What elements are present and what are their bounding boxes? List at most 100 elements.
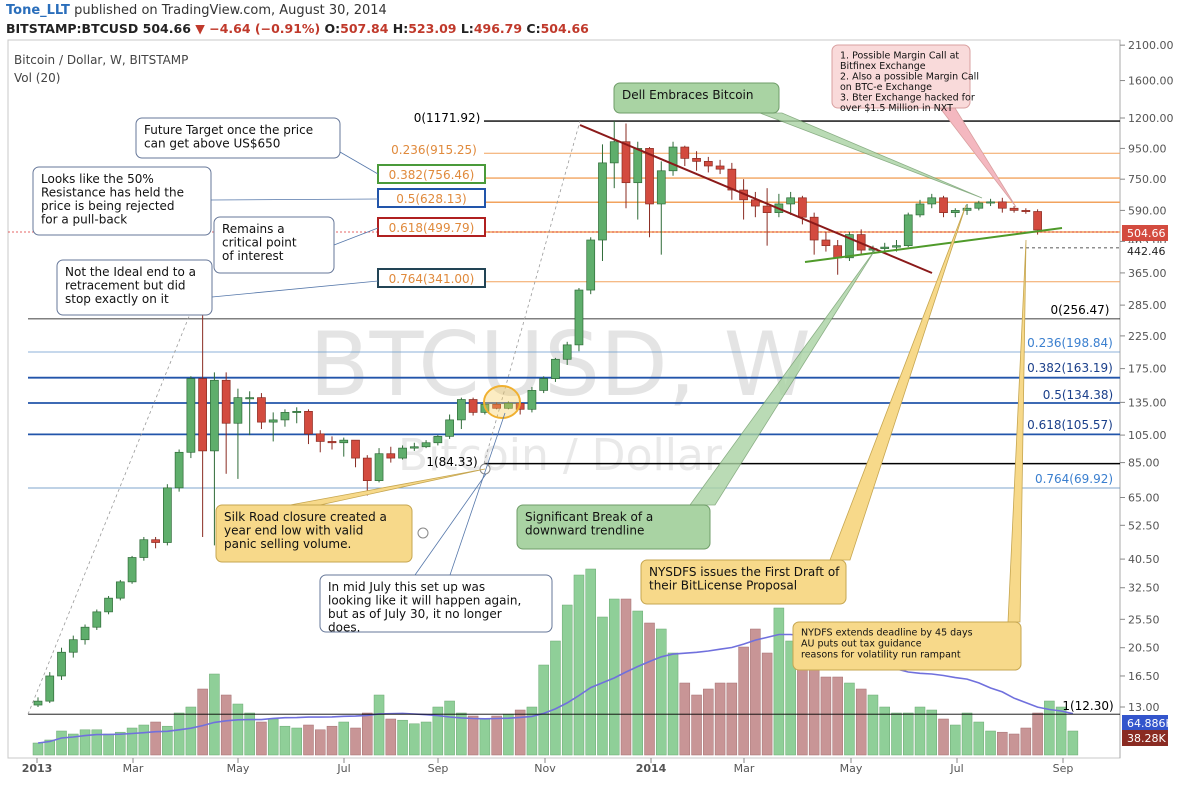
volume-bar [420, 721, 432, 756]
x-tick-label: Sep [1053, 762, 1074, 775]
close-value: 504.66 [540, 21, 589, 36]
candle-body [762, 205, 772, 213]
x-tick-label: May [840, 762, 863, 775]
volume-bar [79, 729, 91, 756]
not-ideal-note [56, 259, 213, 316]
candle-body [974, 202, 984, 209]
y-tick-label: 85.00 [1128, 457, 1160, 470]
candle-body [892, 245, 901, 248]
candle-body [539, 378, 549, 391]
author-link[interactable]: Tone_LLT [6, 3, 70, 18]
candle-body [304, 411, 313, 435]
dell-note-text: Dell Embraces Bitcoin [622, 88, 753, 102]
volume-bar [185, 706, 197, 756]
volume-bar [256, 721, 267, 756]
volume-bar [1008, 733, 1020, 756]
candle-body [997, 201, 1007, 209]
volume-bar [985, 730, 996, 756]
critical-note-text: Remains a critical point of interest [222, 222, 297, 263]
fib-label-0764-box [377, 268, 486, 288]
vol-last-badge-text: 38.28K [1127, 732, 1166, 745]
candle-body [727, 168, 737, 191]
candle-body [398, 447, 407, 459]
open-value: 507.84 [340, 21, 389, 36]
watermark-symbol: BTCUSD, W [309, 313, 810, 416]
candle-body [786, 197, 795, 205]
fib-label-0: 0(1171.92) [414, 111, 481, 125]
candle-body [421, 442, 431, 448]
y-tick-label: 13.00 [1128, 701, 1160, 714]
candle-body [574, 289, 584, 346]
level-badge [1122, 243, 1168, 259]
volume-bar [656, 628, 667, 756]
margin-call-note-text: 1. Possible Margin Call at Bitfinex Excha… [840, 51, 979, 115]
candle-body [104, 597, 113, 613]
candle-body [245, 397, 255, 400]
volume-bar [644, 622, 655, 756]
candle-body [374, 453, 384, 481]
volume-bar [785, 640, 796, 756]
candle-body [221, 379, 231, 424]
x-tick-label: Mar [734, 762, 755, 775]
volume-bar [444, 700, 455, 756]
volume-bar [115, 731, 126, 756]
mid-july-note-text: In mid July this set up was looking like … [328, 580, 521, 634]
x-tick-label: Jul [336, 762, 350, 775]
vol-ma-badge [1122, 715, 1168, 731]
candle-body [656, 170, 666, 205]
volume-bar [373, 694, 385, 756]
candle-body [198, 378, 207, 452]
y-tick-label: 65.00 [1128, 492, 1160, 505]
candle-body [809, 216, 819, 241]
future-target-note-text: Future Target once the price can get abov… [144, 123, 313, 150]
level-badge-text: 442.46 [1127, 245, 1166, 258]
volume-bar [103, 733, 114, 756]
fib-label-0618: 0.618(499.79) [389, 221, 475, 235]
x-tick-label: 2014 [636, 762, 667, 775]
nydfs-extend-note [792, 621, 1022, 671]
candle-body [68, 639, 78, 653]
low-value: 496.79 [473, 21, 523, 36]
nysdfs-draft-note [640, 559, 847, 605]
y-tick-label: 40.50 [1128, 553, 1160, 566]
candle-body [151, 539, 160, 543]
candle-body [409, 446, 419, 449]
candle-body [504, 402, 513, 409]
open-label: O: [324, 21, 341, 36]
volume-bar [409, 723, 420, 756]
y-tick-label: 365.00 [1128, 267, 1167, 280]
volume-bar [173, 712, 185, 756]
silk-road-note-text: Silk Road closure created a year end low … [224, 510, 387, 551]
candle-body [115, 581, 125, 599]
dell-note [613, 82, 780, 114]
candle-body [1033, 211, 1042, 231]
volume-bar [938, 718, 949, 756]
watermark-name: Bitcoin / Dollar [398, 430, 723, 481]
volume-bar [350, 727, 361, 756]
candle-body [562, 344, 572, 360]
fib-labels: 0(1171.92) 0.236(915.25) 0.382(756.46) 0.5(… [377, 111, 1114, 713]
candle-body [433, 435, 443, 444]
volume-bar [32, 742, 44, 756]
last-price-badge-text: 504.66 [1127, 227, 1166, 240]
volume-bar [197, 688, 208, 756]
fib-label-lower-1b: 1(12.30) [1062, 699, 1113, 713]
symbol: BITSTAMP:BTCUSD [6, 21, 139, 36]
candle-body [939, 197, 948, 213]
volume-bar [44, 739, 56, 756]
fib-label-lower-0382: 0.382(163.19) [1027, 361, 1113, 375]
fib-label-05-box [377, 188, 486, 208]
volume-bar [314, 729, 326, 756]
volume-bar [91, 729, 103, 756]
candle-body [327, 441, 337, 444]
significant-break-note [516, 504, 711, 550]
volume-bar [162, 725, 173, 756]
fib-label-05: 0.5(628.13) [396, 192, 466, 206]
nydfs-extend-note-text: NYDFS extends deadline by 45 days AU puts… [801, 628, 973, 661]
volume-bar [879, 706, 890, 756]
candle-body [598, 162, 607, 241]
volume-bar [891, 712, 902, 756]
volume-bar [867, 694, 879, 756]
volume-bar [961, 712, 973, 756]
